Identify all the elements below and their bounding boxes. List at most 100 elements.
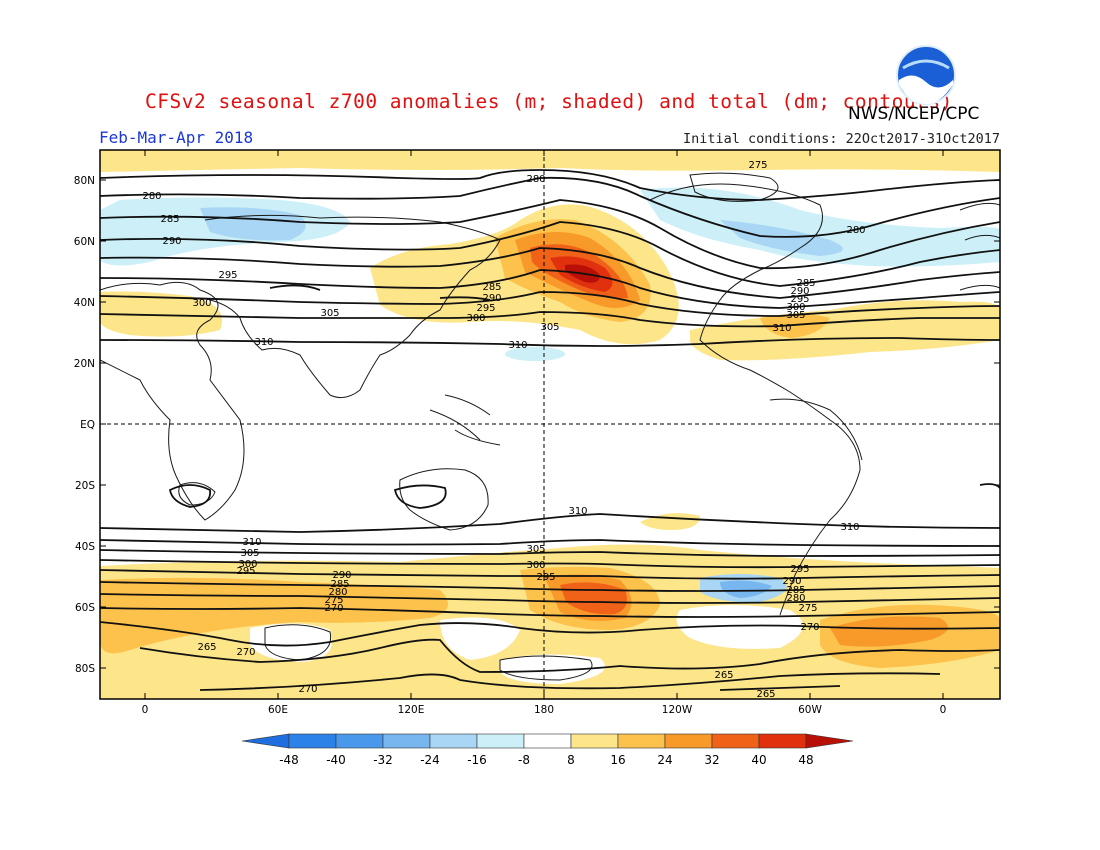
contour-label: 310	[568, 506, 587, 517]
lon-label-120e: 120E	[398, 704, 425, 716]
contour-label: 270	[236, 647, 255, 658]
colorbar-label: -32	[373, 753, 393, 767]
contour-label: 310	[772, 323, 791, 334]
colorbar-labels: -48 -40 -32 -24 -16 -8 8 16 24 32 40 48	[279, 753, 813, 767]
colorbar-boxes	[241, 733, 854, 749]
contour-label: 300	[466, 313, 485, 324]
colorbar-swatch	[476, 733, 525, 749]
contour-label: 285	[330, 579, 349, 590]
contour-label: 310	[242, 537, 261, 548]
contour-labels-sh: 310 310 310 305 305 300 300 295 295 295 …	[197, 506, 859, 700]
lat-label-60n: 60N	[74, 236, 95, 248]
colorbar-label: -8	[518, 753, 530, 767]
contour-label: 280	[846, 225, 865, 236]
colorbar-arrow-high	[805, 733, 854, 749]
lat-label-eq: EQ	[80, 419, 95, 431]
contour-label: 305	[320, 308, 339, 319]
colorbar-label: 48	[798, 753, 813, 767]
contour-label: 300	[192, 298, 211, 309]
contour-label: 275	[324, 595, 343, 606]
colorbar-swatch	[382, 733, 431, 749]
colorbar-label: 24	[657, 753, 672, 767]
contour-labels-nh: 275 280 280 280 285 285 285 290 290 290 …	[142, 160, 865, 351]
contour-label: 265	[756, 689, 775, 700]
contour-label: 290	[782, 576, 801, 587]
contour-label: 295	[218, 270, 237, 281]
colorbar-swatch	[288, 733, 337, 749]
colorbar-swatch	[664, 733, 713, 749]
contour-label: 265	[714, 670, 733, 681]
noaa-logo-icon	[896, 45, 956, 105]
contour-label: 305	[526, 544, 545, 555]
contour-label: 295	[790, 564, 809, 575]
contour-label: 265	[197, 642, 216, 653]
lat-label-20s: 20S	[75, 480, 95, 492]
contour-label: 290	[162, 236, 181, 247]
contour-label: 285	[796, 278, 815, 289]
colorbar-swatch	[335, 733, 384, 749]
lon-label-0: 0	[142, 704, 149, 716]
agency-label: NWS/NCEP/CPC	[848, 104, 980, 124]
contour-label: 275	[748, 160, 767, 171]
contour-label: 275	[798, 603, 817, 614]
contour-label: 290	[332, 570, 351, 581]
colorbar-swatch	[429, 733, 478, 749]
contour-label: 305	[786, 310, 805, 321]
contour-label: 305	[240, 548, 259, 559]
lat-label-20n: 20N	[74, 358, 95, 370]
contour-label: 285	[160, 214, 179, 225]
contour-label: 310	[254, 337, 273, 348]
lat-label-80s: 80S	[75, 663, 95, 675]
colorbar-swatch	[758, 733, 807, 749]
colorbar-label: 40	[751, 753, 766, 767]
contour-label: 290	[482, 293, 501, 304]
contour-label: 270	[800, 622, 819, 633]
contour-label: 290	[790, 286, 809, 297]
lat-label-80n: 80N	[74, 175, 95, 187]
lon-label-120w: 120W	[662, 704, 693, 716]
colorbar-label: 16	[610, 753, 625, 767]
height-contours-sh	[100, 483, 1000, 691]
contour-label: 270	[324, 603, 343, 614]
contour-label: 300	[238, 559, 257, 570]
lon-label-60w: 60W	[798, 704, 822, 716]
lat-label-40n: 40N	[74, 297, 95, 309]
colorbar-arrow-low	[241, 733, 290, 749]
colorbar-label: -16	[467, 753, 487, 767]
forecast-period: Feb-Mar-Apr 2018	[99, 128, 254, 147]
contour-label: 305	[540, 322, 559, 333]
height-contours-nh	[100, 169, 1000, 347]
contour-label: 300	[786, 302, 805, 313]
figure-title: CFSv2 seasonal z700 anomalies (m; shaded…	[145, 90, 953, 113]
contour-label: 295	[790, 294, 809, 305]
colorbar-label: 8	[567, 753, 575, 767]
contour-label: 310	[840, 522, 859, 533]
contour-label: 295	[476, 303, 495, 314]
lat-label-40s: 40S	[75, 541, 95, 553]
colorbar-label: -48	[279, 753, 299, 767]
colorbar-swatch	[570, 733, 619, 749]
colorbar-swatch	[523, 733, 572, 749]
colorbar-swatch	[617, 733, 666, 749]
contour-label: 295	[236, 566, 255, 577]
contour-label: 280	[142, 191, 161, 202]
colorbar-swatch	[711, 733, 760, 749]
contour-label: 280	[526, 174, 545, 185]
contour-label: 310	[508, 340, 527, 351]
initial-conditions: Initial conditions: 22Oct2017-31Oct2017	[683, 131, 1000, 147]
lon-label-60e: 60E	[268, 704, 288, 716]
colorbar-label: 32	[704, 753, 719, 767]
contour-label: 285	[482, 282, 501, 293]
lat-label-60s: 60S	[75, 602, 95, 614]
contour-label: 285	[786, 585, 805, 596]
axis-ticks	[100, 150, 1000, 699]
contour-label: 270	[298, 684, 317, 695]
colorbar-label: -24	[420, 753, 440, 767]
lon-label-180: 180	[534, 704, 554, 716]
coastlines	[100, 172, 1000, 681]
contour-label: 280	[786, 593, 805, 604]
contour-label: 295	[536, 572, 555, 583]
contour-label: 280	[328, 587, 347, 598]
